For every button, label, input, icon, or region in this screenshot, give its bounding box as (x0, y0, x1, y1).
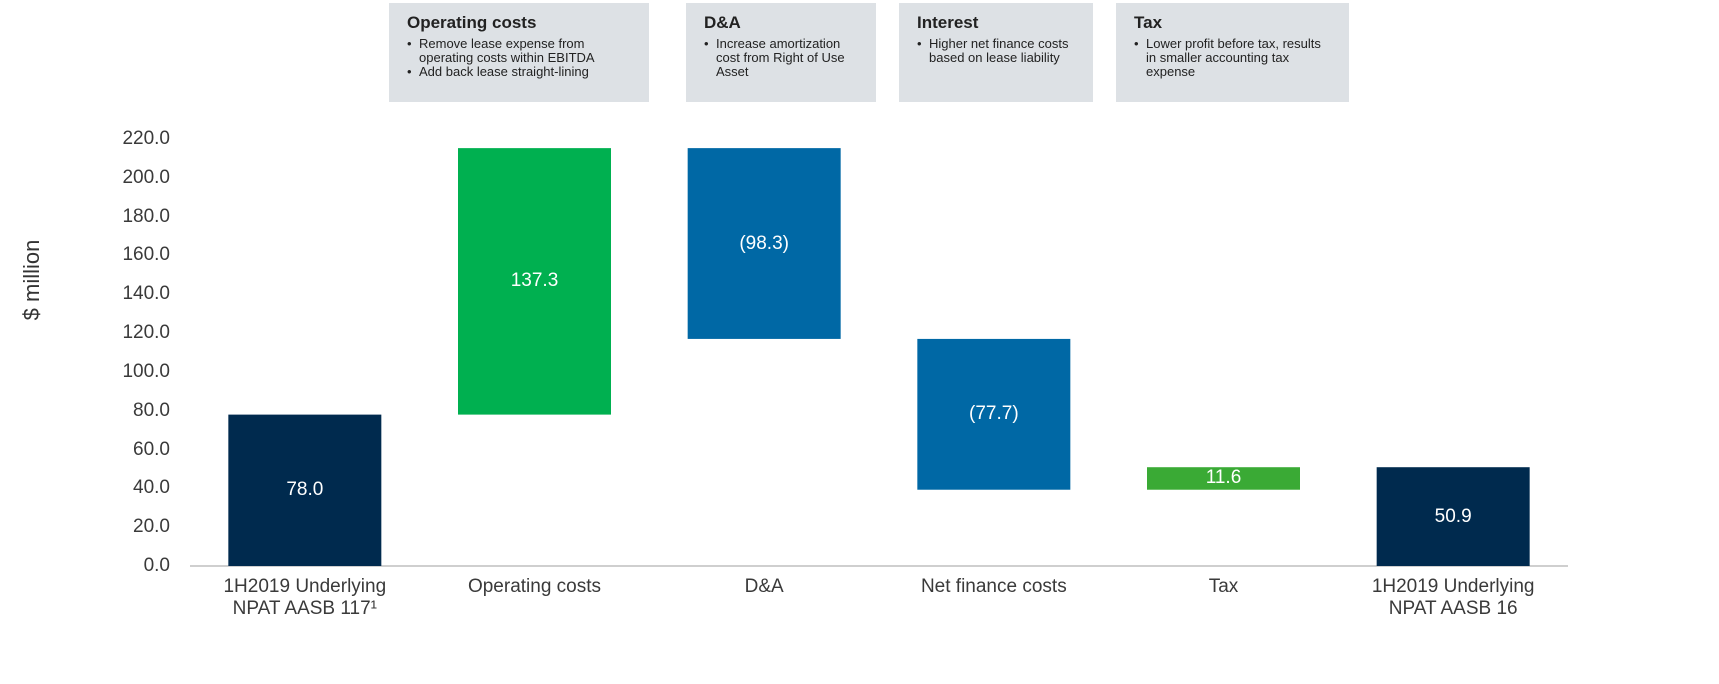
y-tick-label: 60.0 (133, 438, 170, 460)
y-tick-label: 120.0 (122, 322, 170, 344)
bar (917, 338, 1071, 490)
y-tick-label: 80.0 (133, 399, 170, 421)
bullet: Increase amortization cost from Right of… (704, 37, 858, 79)
annotation-title: Operating costs (407, 13, 537, 32)
bar (458, 148, 611, 415)
bullet: Lower profit before tax, results in smal… (1134, 37, 1331, 79)
x-tick-label: Net finance costs (920, 576, 1067, 597)
y-tick-label: 140.0 (122, 283, 170, 305)
value-label: (77.7) (969, 403, 1019, 425)
y-tick-label: 220.0 (122, 128, 170, 149)
annotation-box: Tax Lower profit before tax, results in s… (1116, 3, 1349, 102)
x-tick-label: Tax (1208, 576, 1239, 597)
y-tick-label: 100.0 (122, 360, 170, 382)
bar (1376, 467, 1530, 566)
x-tick-label: 1H2019 Underlying NPAT AASB 117¹ (223, 576, 387, 619)
value-label: 78.0 (286, 479, 324, 501)
y-tick-label: 40.0 (133, 477, 170, 499)
x-tick-label: 1H2019 Underlying NPAT AASB 16 (1371, 576, 1535, 619)
annotation-title: Interest (917, 13, 979, 32)
annotation-title: Tax (1134, 13, 1163, 32)
y-tick-label: 0.0 (143, 555, 170, 576)
bar (1147, 467, 1300, 490)
x-tick-label: D&A (744, 576, 784, 597)
bullet: Add back lease straight-lining (407, 65, 631, 80)
bullet-list: Increase amortization cost from Right of… (704, 37, 858, 79)
x-tick-label: Operating costs (467, 576, 602, 597)
y-tick-label: 160.0 (122, 244, 170, 266)
bullet-list: Lower profit before tax, results in smal… (1134, 37, 1331, 79)
annotation-title: D&A (704, 13, 741, 32)
bar (228, 414, 382, 566)
bullet-list: Higher net finance costs based on lease … (917, 37, 1075, 65)
y-axis-label: $ million (19, 239, 44, 321)
y-tick-label: 180.0 (122, 205, 170, 227)
bullet-list: Remove lease expense from operating cost… (407, 37, 631, 80)
value-label: 11.6 (1205, 467, 1242, 489)
value-label: 50.9 (1434, 505, 1472, 527)
value-label: (98.3) (739, 232, 789, 254)
bar (687, 148, 841, 339)
annotation-box: Operating costs Remove lease expense from… (389, 3, 649, 102)
bullet: Higher net finance costs based on lease … (917, 37, 1075, 65)
value-label: 137.3 (510, 270, 559, 292)
y-tick-label: 20.0 (133, 516, 170, 538)
y-tick-label: 200.0 (122, 166, 170, 188)
annotation-box: D&A Increase amortization cost from Right… (686, 3, 876, 102)
annotation-box: Interest Higher net finance costs based o… (899, 3, 1093, 102)
bullet: Remove lease expense from operating cost… (407, 37, 631, 65)
